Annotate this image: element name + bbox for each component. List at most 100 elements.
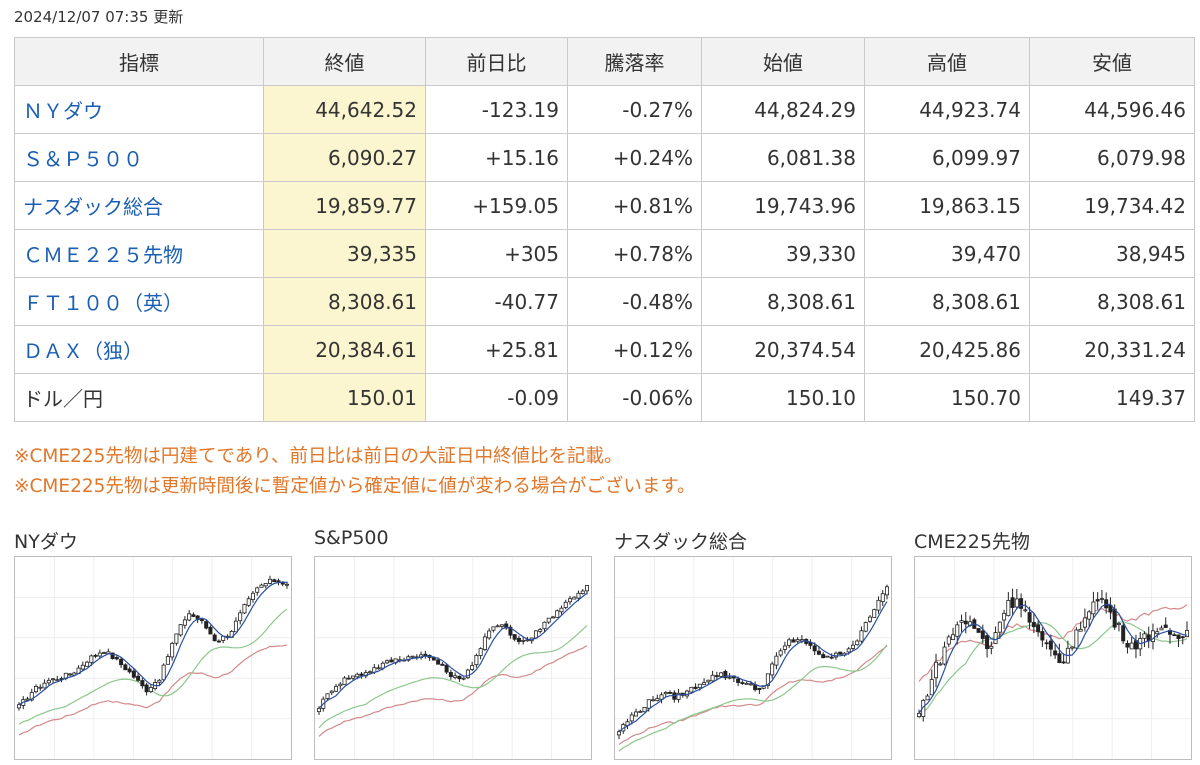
candle-body (821, 654, 826, 659)
index-label: ドル／円 (23, 387, 103, 411)
candle-body (1027, 612, 1032, 623)
candle-body (204, 621, 209, 629)
chart-grid (615, 557, 891, 759)
cell-rate: -0.06% (567, 373, 702, 422)
cell-close: 39,335 (263, 229, 426, 278)
market-quotes-table: 指標 終値 前日比 騰落率 始値 高値 安値 ＮＹダウ 44,642.52 -123… (14, 37, 1195, 422)
table-row: ＮＹダウ 44,642.52 -123.19 -0.27% 44,824.29 44,92… (14, 85, 1195, 134)
cell-high: 150.70 (864, 373, 1030, 422)
candle-body (555, 610, 560, 618)
index-link[interactable]: ＮＹダウ (23, 99, 103, 123)
moving-average-mid (318, 625, 588, 729)
index-link[interactable]: ＣＭＥ２２５先物 (23, 243, 183, 267)
candle-body (1142, 633, 1147, 639)
candle-body (329, 690, 334, 694)
cell-rate: +0.12% (567, 325, 702, 374)
cell-rate: +0.24% (567, 133, 702, 182)
table-header-row: 指標 終値 前日比 騰落率 始値 高値 安値 (14, 37, 1195, 86)
header-open: 始値 (701, 37, 865, 86)
candle-body (1121, 625, 1126, 642)
chart-sp500[interactable] (314, 556, 592, 760)
candle-body (567, 598, 572, 603)
candle-body (465, 669, 470, 679)
candle-body (272, 579, 277, 583)
candle-body (1159, 627, 1164, 631)
candle-body (1116, 623, 1121, 625)
candle-body (495, 625, 500, 628)
candle-body (34, 686, 39, 693)
moving-average-long (318, 644, 588, 737)
candle-body (478, 648, 483, 656)
table-row: ＦＴ１００（英） 8,308.61 -40.77 -0.48% 8,308.61 8,30… (14, 277, 1195, 326)
candle-body (97, 652, 102, 657)
moving-average-long (918, 604, 1188, 682)
candle-body (93, 654, 98, 657)
candle-body (782, 645, 787, 650)
cell-high: 39,470 (864, 229, 1030, 278)
cell-open: 19,743.96 (701, 181, 865, 230)
candle-body (710, 674, 715, 682)
candle-body (689, 686, 694, 693)
candle-body (1172, 634, 1177, 637)
candle-body (727, 676, 732, 679)
candle-body (997, 621, 1002, 633)
candle-body (884, 586, 889, 596)
cell-name: ＣＭＥ２２５先物 (14, 229, 264, 278)
cell-change: +25.81 (425, 325, 568, 374)
candle-body (584, 584, 589, 592)
chart-grid (15, 557, 291, 759)
candle-body (1070, 646, 1075, 649)
cell-rate: -0.48% (567, 277, 702, 326)
chart-title-nydow: NYダウ (14, 531, 78, 553)
candle-body (1091, 601, 1096, 615)
chart-nydow[interactable] (14, 556, 292, 760)
candle-body (136, 675, 141, 681)
candle-body (719, 672, 724, 677)
chart-grid (315, 557, 591, 759)
moving-average-short (918, 603, 1188, 714)
candle-body (774, 655, 779, 666)
cell-open: 44,824.29 (701, 85, 865, 134)
candle-body (148, 687, 153, 692)
index-link[interactable]: ＤＡＸ（独） (23, 339, 143, 363)
candle-body (42, 682, 47, 689)
index-link[interactable]: ナスダック総合 (23, 195, 163, 219)
candle-body (659, 694, 664, 700)
candle-body (668, 692, 673, 694)
candle-body (55, 679, 60, 682)
candle-body (1044, 642, 1049, 645)
candle-body (338, 683, 343, 687)
candle-body (259, 584, 264, 588)
cell-high: 19,863.15 (864, 181, 1030, 230)
candle-body (838, 651, 843, 655)
candle-body (453, 675, 458, 678)
candle-body (542, 621, 547, 630)
candle-body (212, 634, 217, 642)
candle-body (80, 664, 85, 670)
candle-body (863, 622, 868, 632)
index-link[interactable]: ＦＴ１００（英） (23, 291, 183, 315)
candle-body (787, 639, 792, 646)
cell-low: 19,734.42 (1029, 181, 1195, 230)
candle-body (951, 634, 956, 641)
chart-cme225[interactable] (914, 556, 1192, 760)
candle-body (572, 596, 577, 600)
candle-body (1078, 628, 1083, 632)
cell-name: ＮＹダウ (14, 85, 264, 134)
last-updated: 2024/12/07 07:35 更新 (14, 8, 184, 26)
candle-body (846, 648, 851, 653)
candle-body (359, 673, 364, 676)
index-link[interactable]: Ｓ＆Ｐ５００ (23, 147, 143, 171)
candle-body (646, 699, 651, 709)
moving-average-mid (18, 608, 288, 725)
chart-nasdaq[interactable] (614, 556, 892, 760)
cell-name: ドル／円 (14, 373, 264, 422)
cell-low: 44,596.46 (1029, 85, 1195, 134)
cell-open: 20,374.54 (701, 325, 865, 374)
moving-average-mid (618, 644, 888, 752)
chart-grid (915, 557, 1191, 759)
candle-body (693, 686, 698, 689)
cell-close: 19,859.77 (263, 181, 426, 230)
cell-name: ＦＴ１００（英） (14, 277, 264, 326)
candle-body (702, 682, 707, 685)
